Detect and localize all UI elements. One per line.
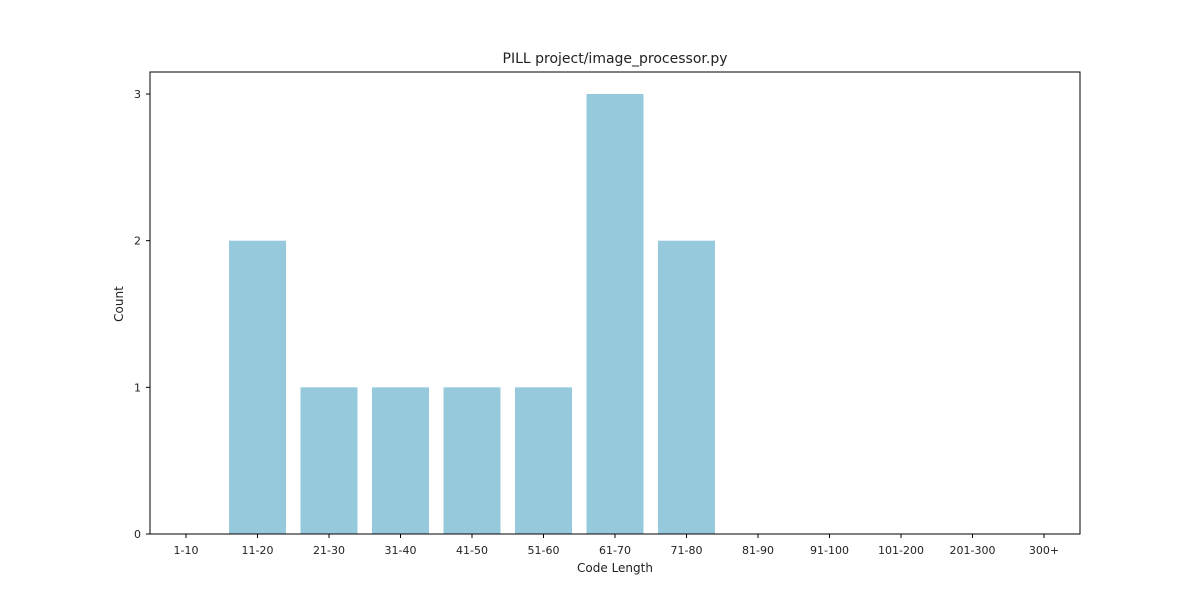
x-tick-label: 41-50 <box>456 544 488 557</box>
x-tick-label: 1-10 <box>174 544 199 557</box>
x-tick-label: 11-20 <box>242 544 274 557</box>
bars-layer <box>229 94 715 534</box>
y-axis: 0 1 2 3 <box>134 88 150 541</box>
bar-21-30 <box>300 387 358 534</box>
bar-61-70 <box>586 94 644 534</box>
x-tick-label: 91-100 <box>810 544 849 557</box>
bar-51-60 <box>515 387 572 534</box>
y-tick-label: 2 <box>134 235 141 248</box>
x-tick-label: 101-200 <box>878 544 924 557</box>
y-tick-label: 3 <box>134 88 141 101</box>
x-axis: 1-10 11-20 21-30 31-40 41-50 51-60 61-70 71-80 8… <box>174 534 1059 557</box>
x-tick-label: 71-80 <box>671 544 703 557</box>
x-tick-label: 201-300 <box>950 544 996 557</box>
x-tick-label: 61-70 <box>599 544 631 557</box>
bar-41-50 <box>443 387 501 534</box>
y-tick-label: 1 <box>134 381 141 394</box>
y-axis-label: Count <box>112 286 126 322</box>
x-tick-label: 31-40 <box>385 544 417 557</box>
bar-31-40 <box>372 387 429 534</box>
bar-71-80 <box>658 240 715 534</box>
bar-11-20 <box>229 240 286 534</box>
y-tick-label: 0 <box>134 528 141 541</box>
chart-title: PILL project/image_processor.py <box>503 51 728 67</box>
x-tick-label: 300+ <box>1029 544 1059 557</box>
x-axis-label: Code Length <box>577 561 653 575</box>
x-tick-label: 21-30 <box>313 544 345 557</box>
x-tick-label: 51-60 <box>528 544 560 557</box>
x-tick-label: 81-90 <box>742 544 774 557</box>
